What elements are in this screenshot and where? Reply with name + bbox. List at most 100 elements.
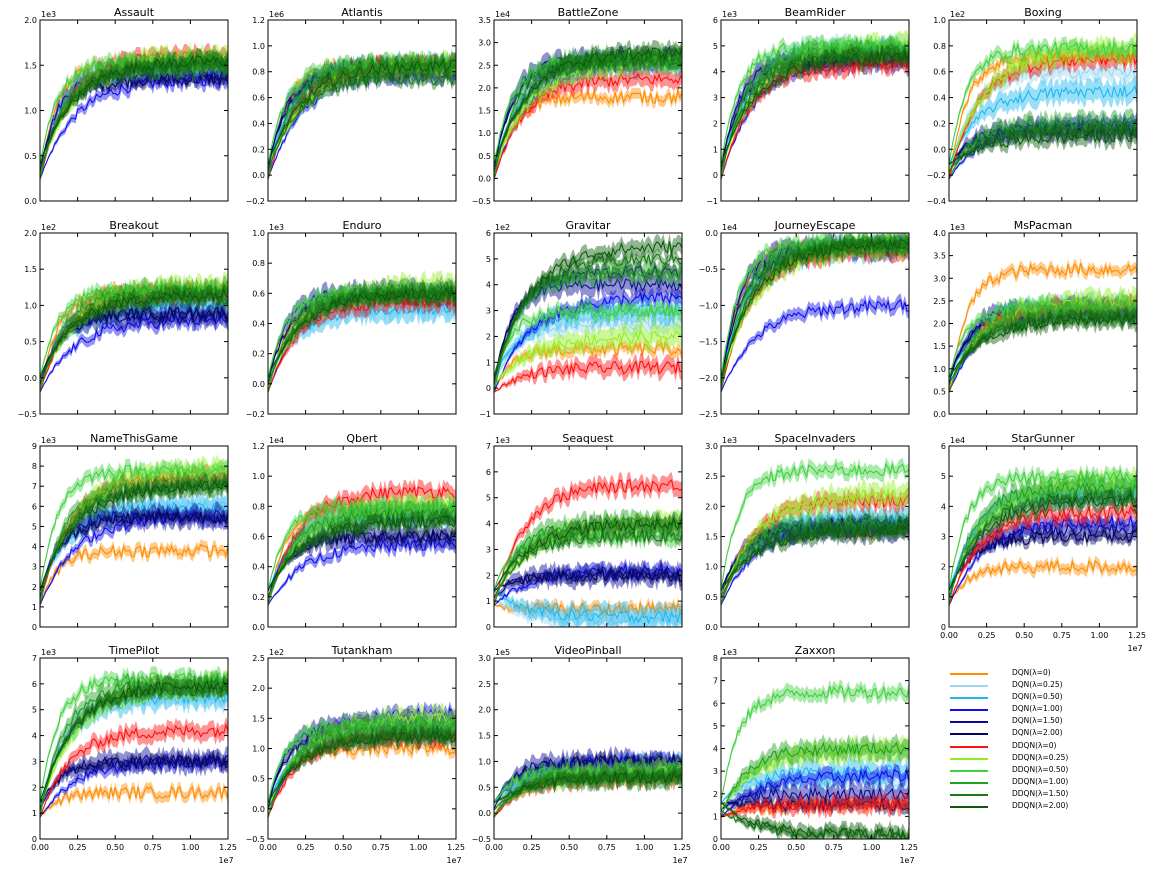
subplot-title: Atlantis <box>341 6 383 19</box>
series-line <box>494 590 682 625</box>
series-band <box>268 494 456 606</box>
series-band <box>949 298 1137 393</box>
series-band <box>494 38 682 165</box>
y-tick-label: 0.6 <box>252 289 265 298</box>
y-tick-label: 0.5 <box>252 775 265 784</box>
series-line <box>494 88 682 180</box>
x-tick-label: 0.25 <box>297 843 315 852</box>
y-tick-label: 1 <box>713 145 718 154</box>
series-band <box>494 269 682 386</box>
subplot-title: Breakout <box>109 219 159 232</box>
series-line <box>721 809 909 839</box>
x-tick-label: 0.25 <box>523 843 541 852</box>
series-band <box>721 457 909 591</box>
y-scale-label: 1e3 <box>495 436 510 445</box>
legend-entry: DQN(λ=1.50) <box>944 716 1154 728</box>
x-tick-label: 1.00 <box>409 843 427 852</box>
series-band <box>949 285 1137 386</box>
y-tick-label: 2.5 <box>705 472 718 481</box>
plot-area <box>494 38 682 180</box>
y-tick-label: 0.6 <box>252 533 265 542</box>
y-tick-label: 1.2 <box>252 442 265 451</box>
series-line <box>721 237 909 378</box>
y-tick-label: 0.5 <box>24 338 37 347</box>
y-tick-label: 6 <box>486 229 491 238</box>
x-tick-label: 1.25 <box>673 843 691 852</box>
y-tick-label: 0.4 <box>252 320 265 329</box>
y-tick-label: 0.0 <box>252 171 265 180</box>
y-scale-label: 1e3 <box>41 436 56 445</box>
series-line <box>40 785 228 818</box>
series-line <box>949 299 1137 378</box>
series-band <box>40 42 228 173</box>
legend-entry: DDQN(λ=0.50) <box>944 765 1154 777</box>
y-tick-label: 1.0 <box>252 229 265 238</box>
series-band <box>40 300 228 386</box>
x-scale-label: 1e7 <box>1127 644 1142 653</box>
legend-swatch <box>950 793 988 796</box>
series-band <box>40 289 228 378</box>
series-line <box>494 263 682 378</box>
y-tick-label: 4 <box>713 68 718 77</box>
series-line <box>949 116 1137 180</box>
subplot-title: VideoPinball <box>554 644 621 657</box>
series-line <box>268 287 456 379</box>
series-band <box>268 279 456 378</box>
series-line <box>40 55 228 165</box>
legend-entry: DQN(λ=2.00) <box>944 728 1154 740</box>
series-band <box>494 44 682 173</box>
y-tick-label: 8 <box>32 462 37 471</box>
series-band <box>40 49 228 180</box>
x-tick-label: 0.75 <box>144 843 162 852</box>
y-tick-label: 4.0 <box>933 229 946 238</box>
series-line <box>40 462 228 591</box>
plot-area <box>268 48 456 180</box>
series-line <box>40 508 228 599</box>
series-band <box>40 491 228 591</box>
series-band <box>268 723 456 803</box>
x-tick-label: 0.00 <box>259 843 277 852</box>
subplot-title: Qbert <box>346 432 378 445</box>
series-line <box>949 298 1137 393</box>
legend-swatch <box>950 721 988 724</box>
y-tick-label: 0.0 <box>705 623 718 632</box>
y-tick-label: −0.5 <box>246 835 265 844</box>
y-tick-label: 0 <box>32 623 37 632</box>
y-tick-label: 3 <box>486 545 491 554</box>
axes-frame <box>267 19 457 202</box>
y-tick-label: 2.0 <box>933 320 946 329</box>
series-band <box>721 32 909 165</box>
series-band <box>268 716 456 811</box>
x-scale-label: 1e7 <box>218 856 233 865</box>
y-tick-label: 3 <box>713 94 718 103</box>
series-line <box>949 40 1137 165</box>
series-band <box>494 507 682 599</box>
series-line <box>721 238 909 386</box>
y-tick-label: 1.0 <box>933 16 946 25</box>
series-band <box>949 75 1137 165</box>
y-scale-label: 1e3 <box>269 223 284 232</box>
series-band <box>949 466 1137 599</box>
series-line <box>268 59 456 173</box>
series-band <box>494 256 682 393</box>
y-tick-label: 4 <box>486 281 491 290</box>
subplot-battlezone: BattleZone 1e4 −0.5 0.0 0.5 1.0 1.5 2.0 2.5 3.0 3.… <box>472 6 683 206</box>
y-tick-label: −1.0 <box>699 301 718 310</box>
legend-swatch <box>950 673 988 675</box>
series-line <box>40 287 228 379</box>
plot-area <box>949 463 1137 606</box>
series-band <box>268 493 456 591</box>
y-scale-label: 1e2 <box>269 648 284 657</box>
series-line <box>949 484 1137 591</box>
subplot-title: JourneyEscape <box>774 219 856 232</box>
y-tick-label: 0.5 <box>478 783 491 792</box>
y-scale-label: 1e4 <box>495 10 510 19</box>
series-band <box>949 58 1137 173</box>
series-band <box>721 762 909 818</box>
legend-label: DDQN(λ=0.50) <box>1012 764 1069 774</box>
y-tick-label: 7 <box>32 654 37 663</box>
series-band <box>40 471 228 606</box>
subplot-title: TimePilot <box>108 644 160 657</box>
x-tick-label: 0.00 <box>31 843 49 852</box>
